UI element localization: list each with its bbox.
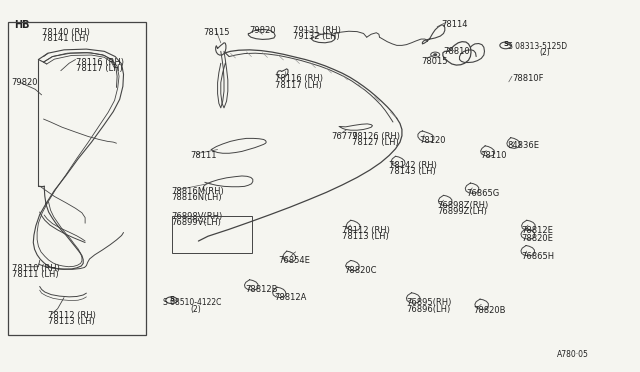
- Text: 76779: 76779: [332, 132, 358, 141]
- Text: S: S: [169, 296, 174, 302]
- Text: 78015: 78015: [421, 57, 447, 65]
- Text: 78140 (RH): 78140 (RH): [42, 28, 90, 37]
- Text: 84836E: 84836E: [508, 141, 540, 150]
- Text: 76898Z(RH): 76898Z(RH): [437, 201, 488, 210]
- Text: 78116 (RH): 78116 (RH): [275, 74, 323, 83]
- Text: 78141 (LH): 78141 (LH): [42, 34, 88, 43]
- Bar: [172, 216, 252, 253]
- Text: 79131 (RH): 79131 (RH): [293, 26, 341, 35]
- Text: 78812B: 78812B: [245, 285, 278, 294]
- Text: 78127 (LH): 78127 (LH): [352, 138, 399, 147]
- Text: 78810: 78810: [444, 46, 470, 55]
- Text: 78117 (LH): 78117 (LH): [275, 81, 322, 90]
- Text: 78816M(RH): 78816M(RH): [172, 187, 224, 196]
- Text: 78142 (RH): 78142 (RH): [389, 161, 437, 170]
- Text: S 08313-5125D: S 08313-5125D: [508, 42, 566, 51]
- Text: S 08510-4122C: S 08510-4122C: [163, 298, 221, 307]
- Text: 78120: 78120: [419, 136, 445, 145]
- Text: 78820E: 78820E: [522, 234, 554, 243]
- Text: 78113 (LH): 78113 (LH): [48, 317, 95, 326]
- Text: 76865G: 76865G: [466, 189, 499, 198]
- Text: 78111 (LH): 78111 (LH): [12, 270, 58, 279]
- Text: 78110 (RH): 78110 (RH): [12, 264, 60, 273]
- Text: 78113 (LH): 78113 (LH): [342, 232, 389, 241]
- Text: 78112 (RH): 78112 (RH): [48, 311, 96, 320]
- Text: 76854E: 76854E: [278, 256, 310, 264]
- Text: 76899Z(LH): 76899Z(LH): [437, 207, 487, 216]
- Text: 78116 (RH): 78116 (RH): [76, 58, 124, 67]
- Text: 79132 (LH): 79132 (LH): [293, 32, 340, 41]
- Text: 76898V(RH): 76898V(RH): [172, 212, 223, 221]
- Text: 78820B: 78820B: [474, 306, 506, 315]
- Text: 78110: 78110: [480, 151, 506, 160]
- Bar: [8, 22, 146, 335]
- Text: 76865H: 76865H: [522, 252, 555, 261]
- Text: 78115: 78115: [204, 28, 230, 37]
- Text: 76895(RH): 76895(RH): [406, 298, 452, 307]
- Text: 78812E: 78812E: [522, 226, 554, 235]
- Circle shape: [434, 54, 436, 55]
- Text: A780·05: A780·05: [557, 350, 589, 359]
- Text: 78111: 78111: [191, 151, 217, 160]
- Text: 78112 (RH): 78112 (RH): [342, 226, 390, 235]
- Text: 76896(LH): 76896(LH): [406, 305, 451, 314]
- Text: 79820: 79820: [250, 26, 276, 35]
- Text: 78816N(LH): 78816N(LH): [172, 193, 222, 202]
- Text: HB: HB: [14, 20, 29, 31]
- Text: 78820C: 78820C: [344, 266, 377, 275]
- Text: 78812A: 78812A: [274, 293, 307, 302]
- Text: (2): (2): [540, 48, 550, 57]
- Text: S: S: [503, 41, 508, 47]
- Text: 76899V(LH): 76899V(LH): [172, 218, 221, 227]
- Text: 79820: 79820: [12, 78, 38, 87]
- Text: 78810F: 78810F: [512, 74, 543, 83]
- Text: 78143 (LH): 78143 (LH): [389, 167, 436, 176]
- Text: 78117 (LH): 78117 (LH): [76, 64, 122, 73]
- Text: (2): (2): [191, 305, 202, 314]
- Text: 78126 (RH): 78126 (RH): [352, 132, 400, 141]
- Text: 78114: 78114: [442, 20, 468, 29]
